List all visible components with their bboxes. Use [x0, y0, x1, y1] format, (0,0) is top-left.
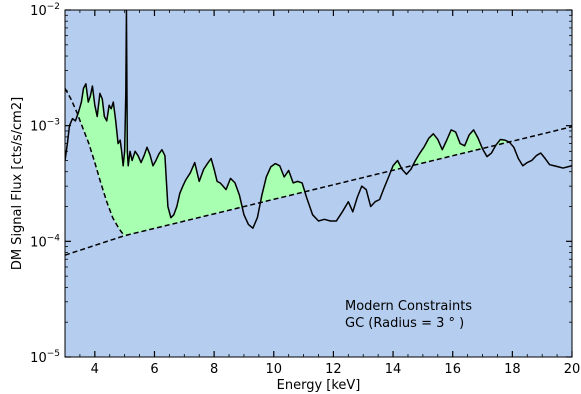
y-tick-label: 10−5: [30, 349, 60, 366]
x-tick-label: 12: [325, 362, 342, 377]
y-tick-label: 10−2: [30, 2, 60, 19]
x-tick-label: 10: [265, 362, 282, 377]
x-axis: 4 6 8 10 12 14 16 18 20: [64, 10, 581, 377]
dashed-constraint-line-2: [65, 125, 572, 256]
y-axis-label: DM Signal Flux [cts/s/cm2]: [10, 97, 25, 270]
series-layer: [65, 10, 572, 256]
y-tick-label: 10−3: [30, 118, 60, 135]
x-tick-label: 14: [385, 362, 402, 377]
x-tick-label: 6: [150, 362, 158, 377]
y-axis: 10−5 10−4 10−3 10−2: [30, 2, 572, 366]
signal-flux-line: [65, 10, 572, 229]
annotation-region: GC (Radius = 3 ° ): [345, 316, 464, 331]
x-axis-label: Energy [keV]: [277, 378, 361, 393]
x-tick-label: 8: [210, 362, 218, 377]
x-tick-label: 18: [504, 362, 521, 377]
x-tick-label: 16: [444, 362, 461, 377]
excess-fill-region: [413, 129, 483, 166]
excess-fill-layer: [77, 10, 509, 237]
x-tick-label: 20: [564, 362, 581, 377]
x-tick-label: 4: [91, 362, 99, 377]
dashed-constraint-line-1: [65, 88, 124, 235]
y-tick-label: 10−4: [30, 233, 60, 250]
excess-fill-region: [77, 10, 243, 237]
excess-fill-region: [260, 163, 305, 203]
annotation-title: Modern Constraints: [345, 299, 472, 314]
